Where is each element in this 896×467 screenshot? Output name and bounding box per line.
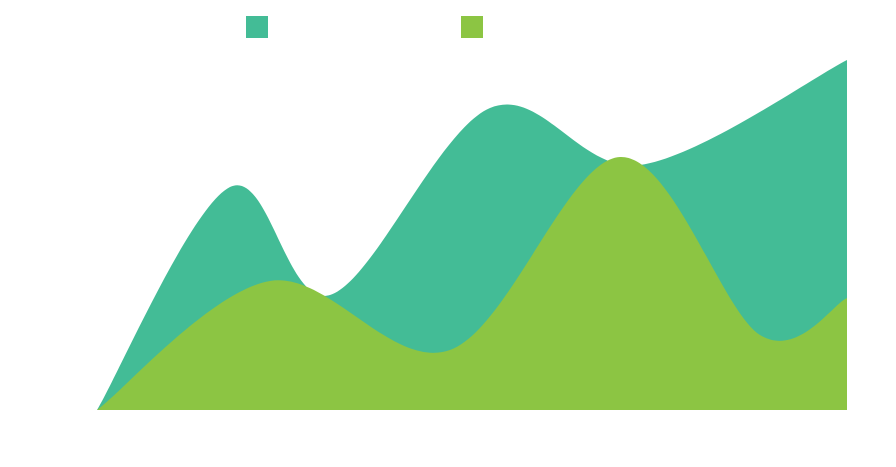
- legend-swatch: [246, 16, 268, 38]
- area: [97, 156, 847, 410]
- legend-swatch: [461, 16, 483, 38]
